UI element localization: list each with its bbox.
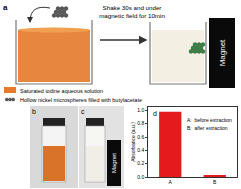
svg-text:0.0: 0.0 [137,174,144,180]
svg-text:a: a [3,3,8,12]
svg-text:1.0: 1.0 [137,107,144,113]
svg-text:Magnet: Magnet [111,153,117,173]
svg-text:Magnet: Magnet [218,39,227,66]
svg-text:Absorbance (a.u.): Absorbance (a.u.) [130,122,136,162]
svg-text:b: b [32,108,36,115]
svg-text:magnetic field for 10min: magnetic field for 10min [99,12,165,19]
svg-text:0.2: 0.2 [137,160,144,166]
svg-text:B: B [213,179,217,185]
svg-text:d: d [153,110,157,117]
svg-text:0.8: 0.8 [137,120,144,126]
svg-text:c: c [81,108,85,115]
svg-text:Hollow nickel microspheres fil: Hollow nickel microspheres filled with b… [20,97,142,103]
svg-text:A: A [169,179,173,185]
svg-text:0.4: 0.4 [137,147,144,153]
svg-text:Saturated iodine aqueous solut: Saturated iodine aqueous solution [20,88,103,94]
svg-text:Shake 30s and under: Shake 30s and under [103,4,162,11]
svg-text:0.6: 0.6 [137,134,144,140]
svg-text:B: after extraction: B: after extraction [187,125,228,131]
svg-text:A: before extraction: A: before extraction [187,117,232,123]
